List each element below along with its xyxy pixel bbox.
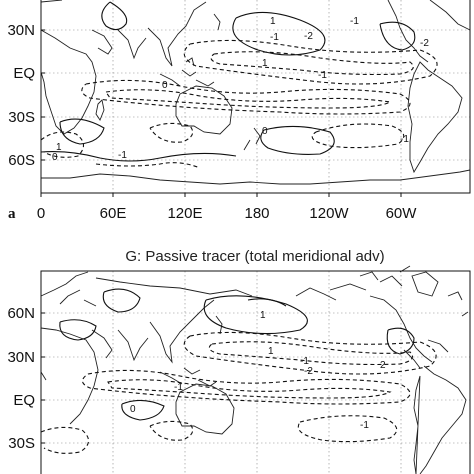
- contour-label: 0: [162, 80, 168, 91]
- lat-tick-label: 30N: [7, 22, 35, 39]
- panel-a-frame: [40, 0, 471, 194]
- contour-label: -1: [118, 150, 127, 161]
- panel-letter: a: [8, 206, 16, 222]
- panel-a-contour-labels: 1 -1 -1 -2 -2 -1 1 0 0 -1 -1 1 0: [52, 16, 429, 163]
- panel-g-contour-labels: 1 -1 -2 2 -1 1 -1 0: [130, 310, 386, 431]
- contour-label: -2: [420, 38, 429, 49]
- contour-label: -2: [304, 31, 313, 42]
- contour-label: -1: [270, 32, 279, 43]
- contour-label: 2: [380, 360, 386, 371]
- contour-label: 1: [56, 142, 62, 153]
- lon-tick-label: 120E: [167, 205, 202, 222]
- lat-tick-label: EQ: [13, 392, 35, 409]
- panel-g-title: G: Passive tracer (total meridional adv): [125, 248, 384, 265]
- panel-g-lat-axis: 60N 30N EQ 30S: [7, 305, 45, 452]
- contour-label: -2: [304, 366, 313, 377]
- contour-label: -1: [350, 16, 359, 27]
- lat-tick-label: 60N: [7, 305, 35, 322]
- lon-tick-label: 0: [37, 205, 45, 222]
- panel-a-lon-axis: a 0 60E 120E 180 120W 60W: [8, 193, 417, 222]
- panel-a-coastlines: [40, 0, 471, 185]
- lon-tick-label: 60W: [386, 205, 418, 222]
- lat-tick-label: 60S: [8, 152, 35, 169]
- contour-label: 0: [262, 126, 268, 137]
- contour-label: 1: [262, 58, 268, 69]
- contour-label: -1: [318, 70, 327, 81]
- contour-label: -1: [174, 382, 183, 393]
- lon-tick-label: 180: [244, 205, 269, 222]
- panel-g-frame: [40, 270, 471, 474]
- panel-a-contours: [40, 1, 438, 169]
- contour-label: 1: [268, 346, 274, 357]
- contour-label: -1: [400, 134, 409, 145]
- panel-g: G: Passive tracer (total meridional adv): [7, 248, 471, 474]
- lon-tick-label: 60E: [100, 205, 127, 222]
- lat-tick-label: 30S: [8, 435, 35, 452]
- contour-label: 1: [270, 16, 276, 27]
- contour-label: 1: [260, 310, 266, 321]
- panel-a: 1 -1 -1 -2 -2 -1 1 0 0 -1 -1 1 0 30N EQ …: [7, 0, 471, 222]
- lat-tick-label: 30N: [7, 349, 35, 366]
- panel-a-lat-axis: 30N EQ 30S 60S: [7, 22, 45, 169]
- contour-label: -1: [300, 356, 309, 367]
- contour-label: 0: [130, 404, 136, 415]
- contour-label: 0: [52, 152, 58, 163]
- lat-tick-label: 30S: [8, 109, 35, 126]
- lat-tick-label: EQ: [13, 65, 35, 82]
- lon-tick-label: 120W: [309, 205, 349, 222]
- panel-a-gridlines: [41, 0, 470, 193]
- contour-label: -1: [360, 420, 369, 431]
- panel-g-contours: [40, 288, 437, 454]
- panel-g-gridlines: [41, 271, 470, 474]
